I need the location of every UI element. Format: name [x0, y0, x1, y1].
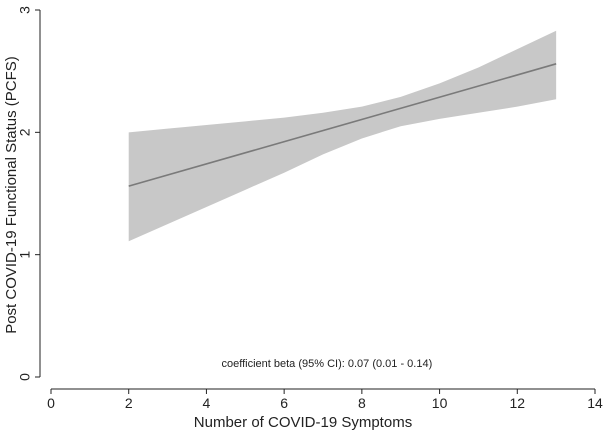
y-tick-label: 1	[17, 251, 33, 259]
x-tick-label: 6	[280, 395, 288, 411]
x-tick-label: 2	[125, 395, 133, 411]
x-tick-label: 10	[432, 395, 448, 411]
x-tick-label: 0	[47, 395, 55, 411]
x-axis-label: Number of COVID-19 Symptoms	[194, 414, 412, 430]
x-tick-label: 14	[587, 395, 603, 411]
x-tick-label: 4	[203, 395, 211, 411]
x-tick-label: 12	[509, 395, 525, 411]
confidence-band-area	[128, 30, 557, 242]
y-tick-label: 3	[17, 6, 33, 14]
y-tick-label: 0	[17, 373, 33, 381]
coefficient-annotation: coefficient beta (95% CI): 0.07 (0.01 - …	[222, 358, 433, 370]
y-axis-label: Post COVID-19 Functional Status (PCFS)	[3, 56, 20, 334]
x-tick-label: 8	[358, 395, 366, 411]
labels-layer: coefficient beta (95% CI): 0.07 (0.01 - …	[3, 56, 432, 430]
fit-line-series-0	[128, 63, 557, 187]
confidence-band-layer	[128, 30, 557, 242]
y-tick-label: 2	[17, 128, 33, 136]
fit-line-layer	[128, 63, 557, 187]
